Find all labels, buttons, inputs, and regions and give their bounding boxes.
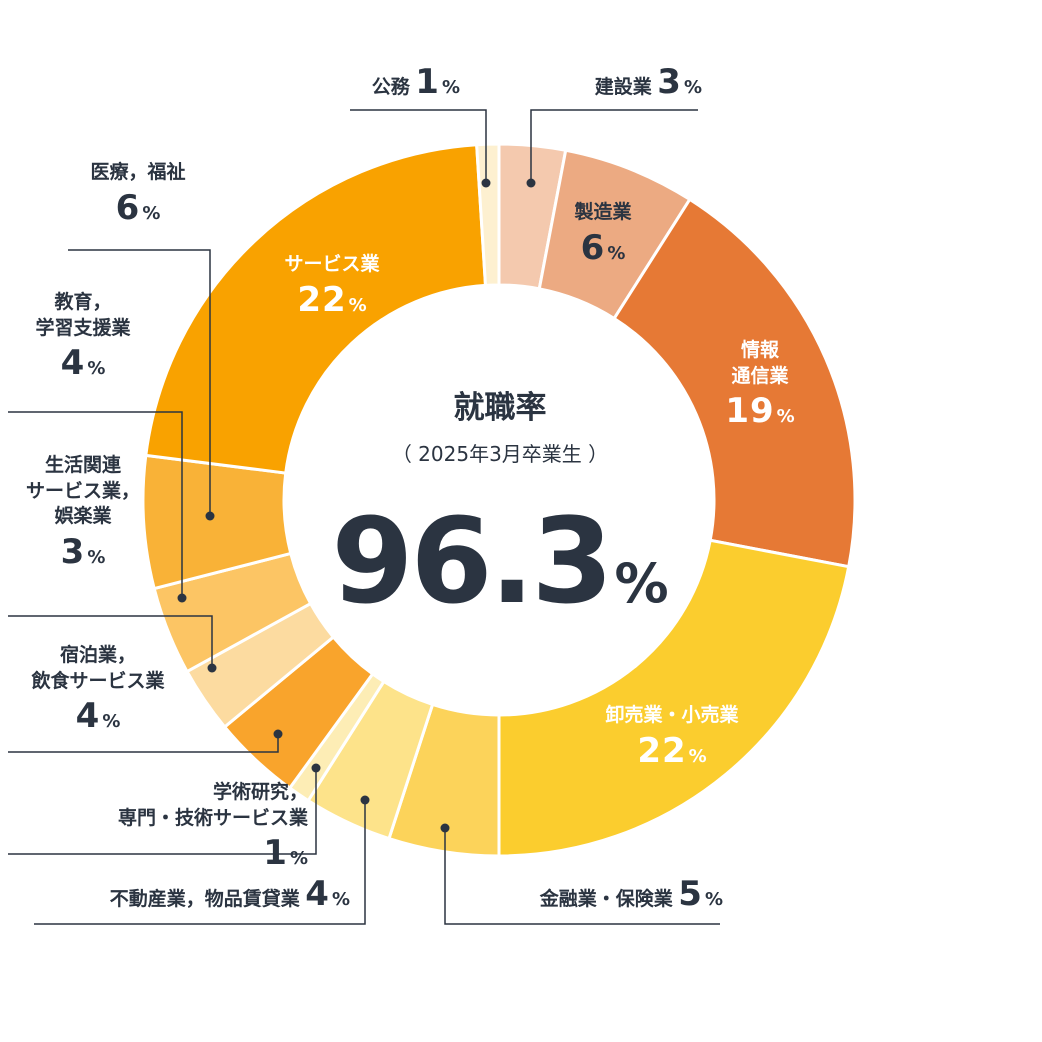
leader-dot-s8	[273, 729, 283, 739]
leader-dot-s11	[205, 511, 215, 521]
leader-line-s6	[34, 800, 366, 925]
leader-line-s8	[8, 734, 279, 753]
slice-value-s10: 4	[60, 343, 86, 384]
slice-value-s12: 22	[297, 279, 347, 320]
slice-unit-s11: %	[142, 202, 161, 224]
donut-slice-s4	[497, 538, 851, 858]
slice-name-s6: 不動産業，物品賃貸業	[109, 888, 300, 910]
slice-unit-s8: %	[102, 711, 121, 733]
leader-dot-s10	[177, 593, 187, 603]
slice-unit-s6: %	[331, 889, 350, 910]
slice-unit-s5: %	[704, 889, 723, 910]
leader-dot-s5	[440, 823, 450, 833]
slice-unit-s9: %	[87, 546, 106, 568]
slice-unit-s10: %	[87, 358, 106, 380]
slice-value-s7: 1	[263, 833, 288, 874]
employment-rate-value: 96.3	[331, 492, 613, 630]
employment-rate-unit: %	[614, 552, 669, 615]
donut-slice-s12	[144, 143, 488, 475]
leader-dot-s13	[481, 178, 491, 188]
slice-label-s4: 卸売業・小売業 22%	[582, 703, 762, 775]
employment-rate: 96.3%	[0, 492, 1000, 630]
slice-unit-s12: %	[348, 294, 367, 316]
slice-unit-s7: %	[289, 848, 308, 870]
leader-dot-s1	[526, 178, 536, 188]
slice-name-s5: 金融業・保険業	[539, 888, 673, 910]
slice-label-s6: 不動産業，物品賃貸業 4%	[30, 872, 350, 918]
slice-unit-s4: %	[688, 745, 707, 767]
slice-label-s8: 宿泊業， 飲食サービス業 4%	[8, 643, 188, 740]
leader-line-s11	[68, 249, 211, 516]
leader-dot-s9	[207, 663, 217, 673]
slice-name-s13: 公務	[371, 76, 410, 98]
leader-line-s7	[8, 768, 317, 855]
slice-label-s3: 情報 通信業 19%	[705, 338, 815, 435]
slice-label-s9: 生活関連 サービス業， 娯楽業 3%	[8, 453, 158, 576]
slice-name-s10: 教育， 学習支援業	[35, 291, 131, 339]
leader-line-s1	[530, 109, 698, 183]
leader-line-s9	[8, 615, 213, 668]
slice-value-s6: 4	[305, 874, 330, 914]
slice-value-s4: 22	[637, 730, 687, 771]
slice-label-s12: サービス業 22%	[252, 252, 412, 324]
slice-value-s9: 3	[60, 531, 86, 572]
slice-unit-s2: %	[607, 242, 626, 264]
slice-label-s5: 金融業・保険業 5%	[488, 872, 723, 918]
leader-dot-s6	[360, 795, 370, 805]
donut-slice-s13	[475, 142, 501, 288]
slice-value-s2: 6	[580, 227, 606, 268]
slice-name-s3: 情報 通信業	[731, 339, 789, 387]
donut-slice-s3	[612, 197, 857, 569]
leader-dot-s7	[311, 763, 321, 773]
leader-line-s10	[8, 411, 183, 598]
slice-value-s1: 3	[657, 62, 682, 102]
slice-name-s7: 学術研究， 専門・技術サービス業	[117, 781, 308, 829]
slice-name-s2: 製造業	[574, 201, 632, 223]
slice-name-s12: サービス業	[284, 253, 380, 275]
slice-unit-s1: %	[683, 77, 702, 98]
slice-value-s5: 5	[678, 874, 703, 914]
slice-name-s9: 生活関連 サービス業， 娯楽業	[25, 454, 140, 528]
slice-label-s2: 製造業 6%	[558, 200, 648, 272]
slice-label-s10: 教育， 学習支援業 4%	[8, 290, 158, 387]
slice-name-s1: 建設業	[594, 76, 652, 98]
slice-name-s11: 医療，福祉	[90, 161, 186, 183]
slice-unit-s3: %	[776, 406, 795, 428]
slice-label-s7: 学術研究， 専門・技術サービス業 1%	[8, 780, 308, 877]
center-title: 就職率	[453, 390, 547, 426]
center-subtitle: （ 2025年3月卒業生 ）	[391, 442, 609, 466]
slice-label-s1: 建設業 3%	[562, 60, 702, 106]
slice-value-s8: 4	[75, 696, 101, 737]
leader-line-s5	[444, 828, 720, 925]
slice-value-s3: 19	[725, 391, 775, 432]
slice-label-s13: 公務 1%	[350, 60, 460, 106]
slice-label-s11: 医療，福祉 6%	[68, 160, 208, 232]
leader-line-s13	[350, 109, 487, 183]
slice-name-s4: 卸売業・小売業	[605, 704, 739, 726]
slice-unit-s13: %	[441, 77, 460, 98]
slice-value-s11: 6	[115, 187, 141, 228]
slice-value-s13: 1	[415, 62, 440, 102]
slice-name-s8: 宿泊業， 飲食サービス業	[31, 644, 165, 692]
